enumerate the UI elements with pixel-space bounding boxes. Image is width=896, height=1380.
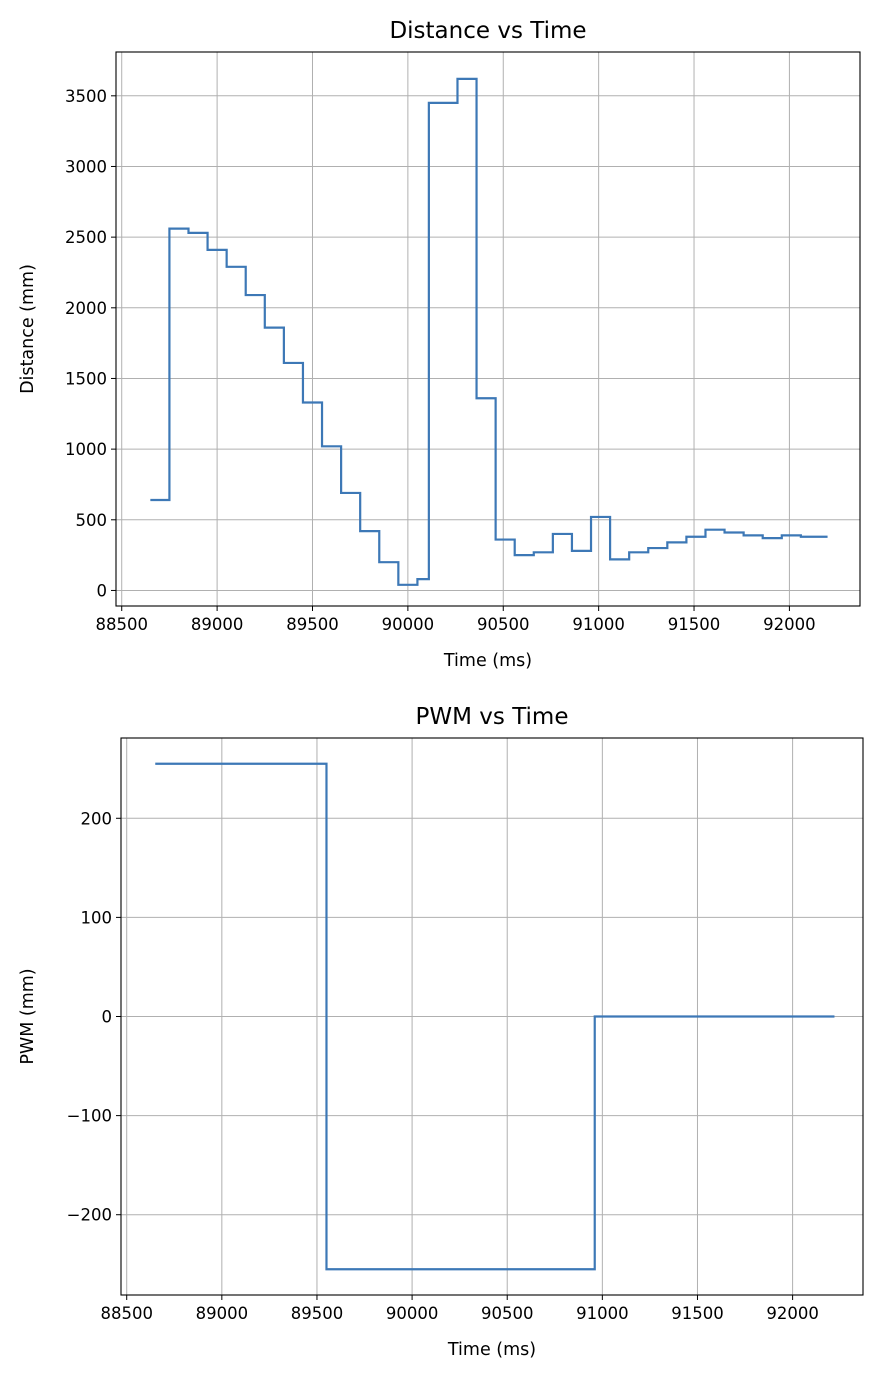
x-axis-label: Time (ms): [443, 651, 532, 671]
x-tick-label: 92000: [763, 615, 816, 634]
x-tick-label: 88500: [100, 1304, 153, 1323]
y-tick-label: 2000: [65, 299, 107, 318]
y-tick-label: 1500: [65, 369, 107, 388]
x-tick-label: 90500: [477, 615, 530, 634]
x-tick-label: 91000: [572, 615, 625, 634]
x-tick-label: 90000: [386, 1304, 439, 1323]
plot-frame: [115, 51, 861, 607]
x-tick-label: 91500: [671, 1304, 724, 1323]
x-tick-label: 89500: [291, 1304, 344, 1323]
y-tick-label: 3500: [65, 87, 107, 106]
y-tick-label: 200: [81, 809, 113, 828]
y-tick-label: 100: [81, 908, 113, 927]
y-tick-label: 1000: [65, 440, 107, 459]
x-tick-label: 88500: [95, 615, 148, 634]
x-tick-label: 91500: [668, 615, 721, 634]
y-tick-label: 2500: [65, 228, 107, 247]
series-line: [155, 762, 835, 1271]
x-tick-label: 90500: [481, 1304, 534, 1323]
x-tick-label: 90000: [382, 615, 435, 634]
y-tick-label: −100: [67, 1107, 112, 1126]
x-tick-label: 91000: [576, 1304, 629, 1323]
x-tick-label: 89000: [191, 615, 244, 634]
y-tick-label: −200: [67, 1206, 112, 1225]
y-axis-label: PWM (mm): [18, 968, 38, 1064]
y-tick-label: 0: [97, 581, 108, 600]
chart-title: Distance vs Time: [389, 18, 586, 44]
y-axis-label: Distance (mm): [18, 264, 38, 394]
distance-chart: 88500 89000 89500 90000 90500 91000 91500 92000…: [18, 18, 861, 671]
chart-title: PWM vs Time: [416, 704, 569, 730]
y-tick-label: 3000: [65, 157, 107, 176]
pwm-chart: 88500 89000 89500 90000 90500 91000 91500 92000…: [18, 704, 864, 1360]
x-tick-label: 89500: [286, 615, 339, 634]
y-tick-label: 500: [76, 511, 108, 530]
y-tick-label: 0: [102, 1008, 113, 1027]
x-tick-label: 89000: [196, 1304, 249, 1323]
series-line: [150, 77, 828, 586]
x-tick-label: 92000: [766, 1304, 819, 1323]
x-axis-label: Time (ms): [447, 1340, 536, 1360]
